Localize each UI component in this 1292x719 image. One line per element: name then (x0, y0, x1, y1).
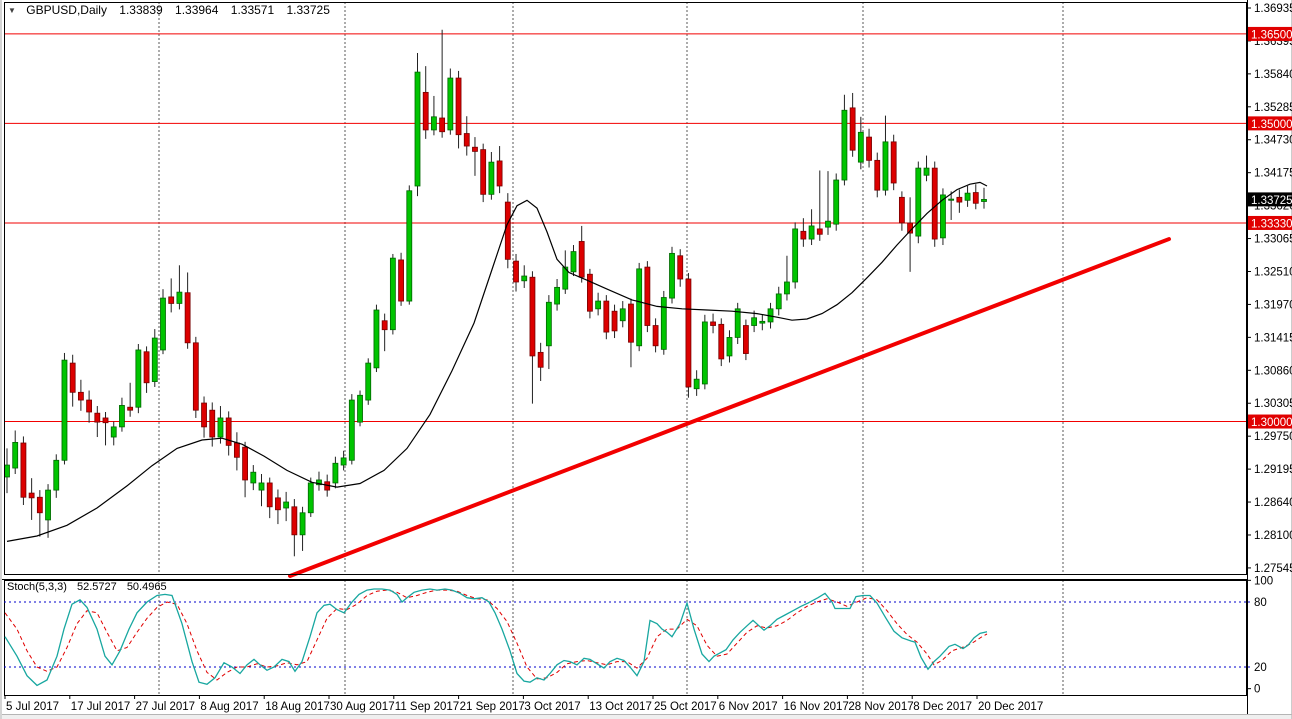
svg-text:1.33065: 1.33065 (1254, 234, 1292, 246)
ascending-trendline[interactable] (288, 237, 1171, 578)
svg-text:6 Nov 2017: 6 Nov 2017 (719, 701, 778, 713)
vertical-gridlines (158, 2, 1064, 696)
bottom-margin (2, 714, 1292, 719)
svg-text:1.35285: 1.35285 (1254, 102, 1292, 114)
current-price-label: 1.33725 (1248, 192, 1292, 207)
date-axis[interactable]: 5 Jul 2017 17 Jul 2017 27 Jul 2017 8 Aug 20… (4, 696, 1043, 713)
quote-low: 1.33571 (230, 3, 275, 17)
svg-text:1.35000: 1.35000 (1251, 119, 1292, 131)
level-price-label-1: 1.35000 (1248, 116, 1292, 131)
svg-text:1.34730: 1.34730 (1254, 135, 1292, 147)
svg-text:1.36500: 1.36500 (1251, 29, 1292, 41)
svg-text:1.30860: 1.30860 (1254, 365, 1292, 377)
quote-high: 1.33964 (175, 3, 219, 17)
price-axis[interactable]: 1.369351.363951.358401.352851.347301.341… (1247, 3, 1292, 575)
svg-text:28 Nov 2017: 28 Nov 2017 (848, 701, 913, 713)
symbol-dropdown-icon[interactable]: ▼ (8, 6, 16, 15)
svg-text:11 Sep 2017: 11 Sep 2017 (395, 701, 459, 713)
svg-text:1.30305: 1.30305 (1254, 398, 1292, 410)
svg-text:13 Oct 2017: 13 Oct 2017 (589, 701, 652, 713)
candlesticks[interactable] (4, 29, 987, 557)
svg-text:17 Jul 2017: 17 Jul 2017 (71, 701, 130, 713)
stoch-axis[interactable]: 100 80 20 0 (1244, 575, 1273, 696)
stoch-main-line (4, 588, 988, 687)
level-price-label-0: 1.36500 (1248, 26, 1292, 41)
level-price-label-3: 1.30000 (1248, 414, 1292, 429)
level-price-label-2: 1.33330 (1248, 215, 1292, 230)
quote-close: 1.33725 (286, 3, 330, 17)
svg-text:1.31970: 1.31970 (1254, 299, 1292, 311)
stochastic-panel[interactable] (4, 588, 1247, 687)
svg-text:1.31415: 1.31415 (1254, 332, 1292, 344)
svg-text:1.29195: 1.29195 (1254, 464, 1292, 476)
svg-text:1.36935: 1.36935 (1254, 3, 1292, 15)
symbol-header: ▼ GBPUSD,Daily 1.33839 1.33964 1.33571 1… (8, 3, 330, 17)
svg-text:0: 0 (1254, 684, 1260, 696)
svg-text:16 Nov 2017: 16 Nov 2017 (784, 701, 849, 713)
quote-open: 1.33839 (119, 3, 163, 17)
moving-average-line[interactable] (6, 181, 988, 542)
svg-text:1.28640: 1.28640 (1254, 497, 1292, 509)
svg-text:1.30000: 1.30000 (1251, 417, 1292, 429)
stochastic-indicator-label: Stoch(5,3,3) 52.5727 50.4965 (7, 581, 167, 593)
svg-text:1.34175: 1.34175 (1254, 168, 1292, 180)
svg-text:18 Aug 2017: 18 Aug 2017 (265, 701, 330, 713)
stoch-signal-line (4, 589, 988, 681)
svg-text:100: 100 (1254, 575, 1273, 587)
svg-text:1.29750: 1.29750 (1254, 431, 1292, 443)
ma-group[interactable] (6, 181, 988, 542)
svg-text:3 Oct 2017: 3 Oct 2017 (524, 701, 580, 713)
svg-text:25 Oct 2017: 25 Oct 2017 (654, 701, 717, 713)
symbol-period-label[interactable]: GBPUSD,Daily (26, 3, 107, 17)
svg-text:1.35840: 1.35840 (1254, 69, 1292, 81)
trendline-group[interactable] (288, 237, 1171, 578)
svg-text:20: 20 (1254, 662, 1267, 674)
svg-text:8 Dec 2017: 8 Dec 2017 (913, 701, 972, 713)
svg-text:8 Aug 2017: 8 Aug 2017 (200, 701, 258, 713)
svg-text:1.33725: 1.33725 (1251, 195, 1292, 207)
svg-text:5 Jul 2017: 5 Jul 2017 (6, 701, 59, 713)
svg-text:27 Jul 2017: 27 Jul 2017 (136, 701, 195, 713)
stoch-name: Stoch(5,3,3) (7, 581, 67, 593)
svg-text:80: 80 (1254, 597, 1267, 609)
stoch-k-value: 52.5727 (76, 581, 117, 593)
svg-text:1.28100: 1.28100 (1254, 530, 1292, 542)
svg-text:30 Aug 2017: 30 Aug 2017 (330, 701, 395, 713)
stoch-d-value: 50.4965 (126, 581, 167, 593)
svg-text:21 Sep 2017: 21 Sep 2017 (460, 701, 525, 713)
svg-text:1.33330: 1.33330 (1251, 218, 1292, 230)
svg-text:1.27545: 1.27545 (1254, 563, 1292, 575)
svg-text:1.32510: 1.32510 (1254, 266, 1292, 278)
svg-text:20 Dec 2017: 20 Dec 2017 (978, 701, 1043, 713)
